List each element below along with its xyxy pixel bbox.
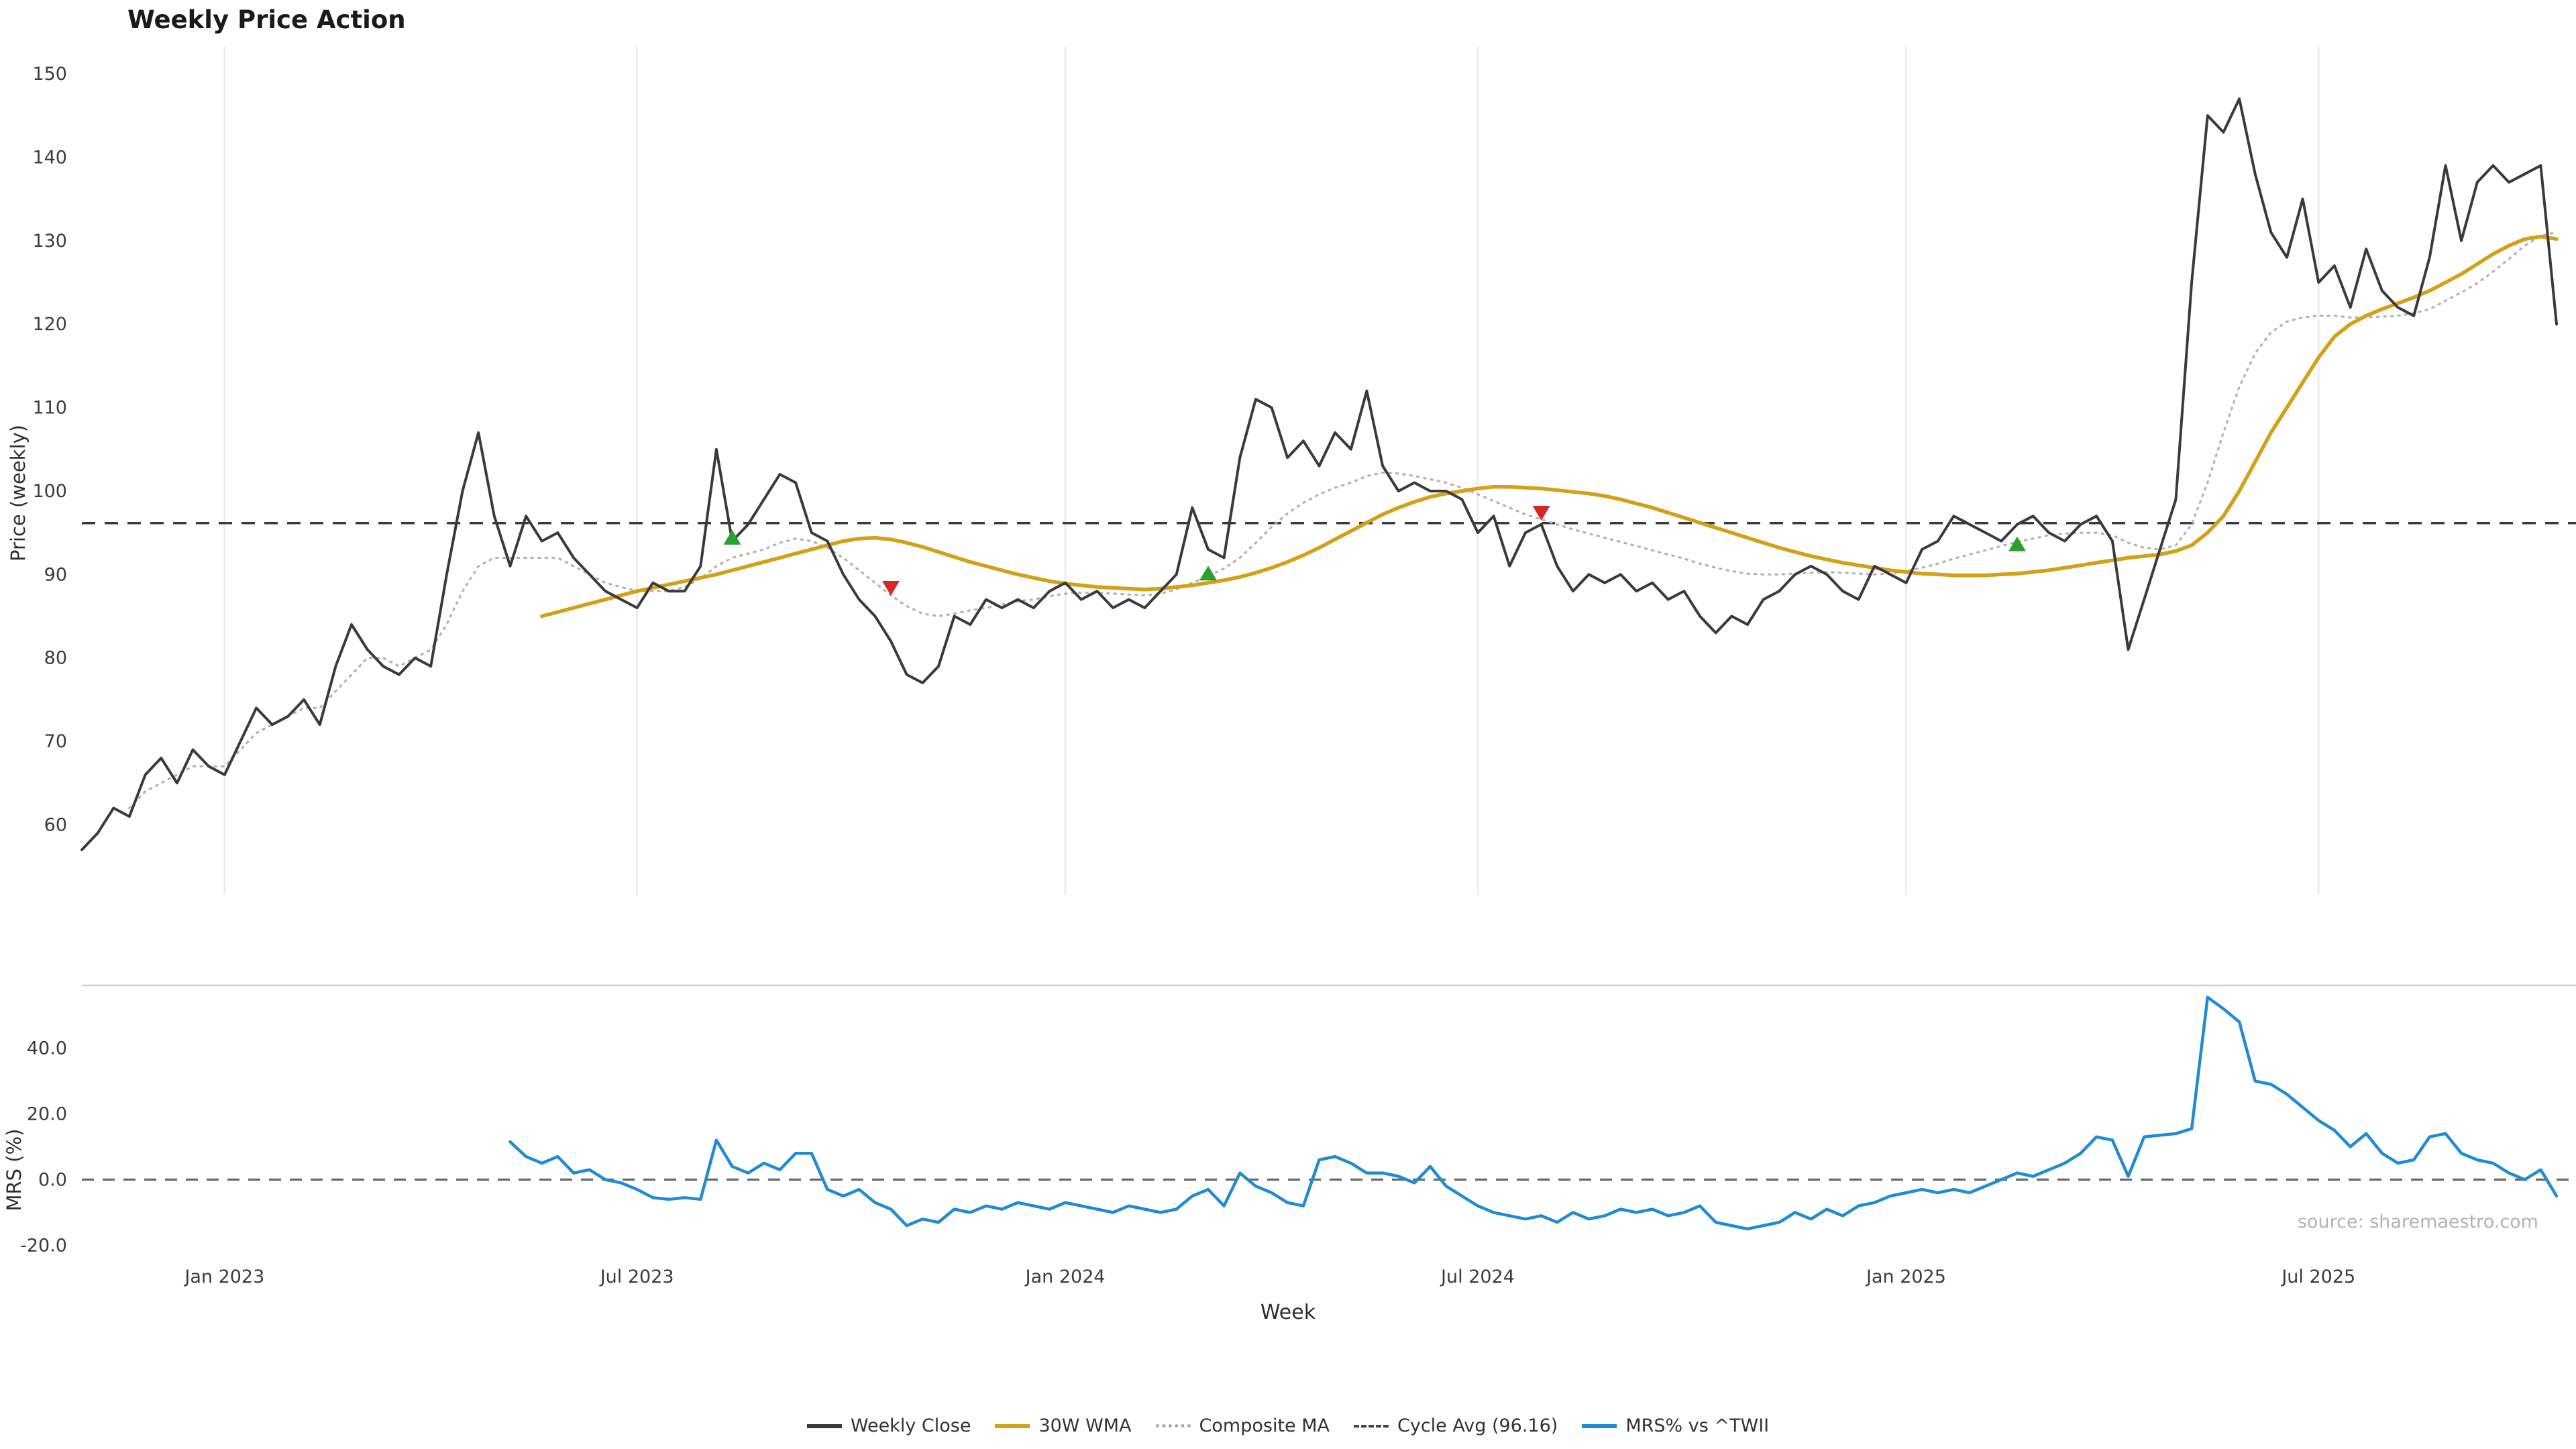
- legend-item-30w-wma: 30W WMA: [995, 1415, 1132, 1436]
- price-tick-label: 60: [44, 815, 67, 836]
- price-tick-label: 150: [32, 64, 67, 85]
- legend-label-30w-wma: 30W WMA: [1038, 1415, 1132, 1436]
- legend-label-weekly-close: Weekly Close: [850, 1415, 971, 1436]
- price-tick-label: 140: [32, 147, 67, 168]
- x-tick-label: Jan 2023: [183, 1267, 264, 1287]
- price-tick-label: 130: [32, 231, 67, 252]
- source-note: source: sharemaestro.com: [2297, 1212, 2538, 1232]
- buy-marker: [2008, 536, 2026, 551]
- x-tick-label: Jul 2023: [599, 1267, 674, 1287]
- sell-marker: [882, 581, 900, 596]
- x-tick-label: Jul 2024: [1440, 1267, 1515, 1287]
- weekly-close-line: [80, 97, 2558, 851]
- 30w-wma-line: [540, 234, 2559, 619]
- buy-marker: [1199, 566, 1217, 581]
- x-tick-label: Jan 2025: [1865, 1267, 1946, 1287]
- composite-ma-swatch: [1155, 1424, 1191, 1428]
- cycle-avg-swatch: [1354, 1424, 1389, 1428]
- mrs-tick-label: -20.0: [20, 1235, 67, 1256]
- composite-ma-line: [128, 231, 2558, 810]
- mrs-tick-label: 40.0: [27, 1038, 67, 1059]
- price-tick-label: 90: [44, 564, 67, 585]
- legend-label-cycle-avg: Cycle Avg (96.16): [1397, 1415, 1558, 1436]
- legend: Weekly Close 30W WMA Composite MA Cycle …: [0, 1415, 2576, 1436]
- legend-item-mrs: MRS% vs ^TWII: [1582, 1415, 1769, 1436]
- legend-item-cycle-avg: Cycle Avg (96.16): [1354, 1415, 1558, 1436]
- price-axis-label: Price (weekly): [7, 425, 30, 562]
- mrs-axis-label: MRS (%): [3, 1128, 25, 1212]
- price-tick-label: 120: [32, 314, 67, 335]
- price-tick-label: 110: [32, 398, 67, 419]
- x-tick-label: Jan 2024: [1024, 1267, 1106, 1287]
- legend-label-mrs: MRS% vs ^TWII: [1625, 1415, 1770, 1436]
- x-axis-label: Week: [1260, 1301, 1316, 1324]
- weekly-close-swatch: [806, 1424, 842, 1428]
- mrs-swatch: [1582, 1424, 1617, 1428]
- wma-swatch: [995, 1424, 1030, 1428]
- price-tick-label: 80: [44, 648, 67, 669]
- x-tick-label: Jul 2025: [2280, 1267, 2355, 1287]
- mrs-tick-label: 0.0: [38, 1169, 67, 1190]
- price-tick-label: 100: [32, 481, 67, 502]
- sell-marker: [1532, 506, 1550, 521]
- chart-title: Weekly Price Action: [127, 5, 406, 34]
- legend-label-composite-ma: Composite MA: [1199, 1415, 1330, 1436]
- price-tick-label: 70: [44, 731, 67, 752]
- mrs-line: [508, 996, 2559, 1231]
- mrs-tick-label: 20.0: [27, 1104, 67, 1124]
- buy-marker: [723, 529, 741, 545]
- legend-item-composite-ma: Composite MA: [1155, 1415, 1330, 1436]
- legend-item-weekly-close: Weekly Close: [806, 1415, 971, 1436]
